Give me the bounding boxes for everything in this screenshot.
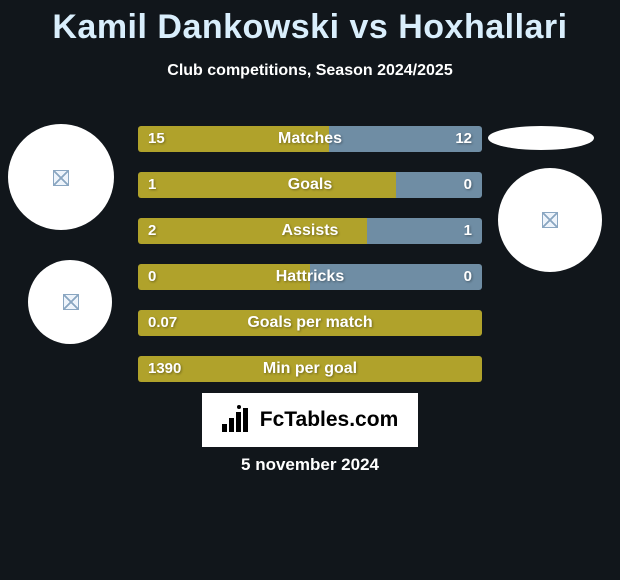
page-title: Kamil Dankowski vs Hoxhallari <box>0 8 620 47</box>
stat-bar-label: Goals per match <box>138 310 482 336</box>
broken-image-icon <box>53 170 69 186</box>
stat-bar: Hattricks0 0 <box>138 264 482 290</box>
stat-bar: Min per goal1390 <box>138 356 482 382</box>
comparison-bars: Matches1512Goals10Assists21Hattricks00Go… <box>138 126 482 402</box>
stat-bar-right-value: 0 <box>464 264 472 290</box>
stat-bar: Assists2 1 <box>138 218 482 244</box>
stat-bar-label: Goals <box>138 172 482 198</box>
stat-bar-left-value: 1 <box>148 172 156 198</box>
stat-bar-right-value: 12 <box>455 126 472 152</box>
stat-bar-label: Assists <box>138 218 482 244</box>
stat-bar-left-value: 0.07 <box>148 310 177 336</box>
broken-image-icon <box>63 294 79 310</box>
stat-bar-right-value: 1 <box>464 218 472 244</box>
page-subtitle: Club competitions, Season 2024/2025 <box>0 62 620 80</box>
avatar-oval <box>488 126 594 150</box>
date-text: 5 november 2024 <box>0 455 620 475</box>
stat-bar-left-value: 2 <box>148 218 156 244</box>
broken-image-icon <box>542 212 558 228</box>
stat-bar: Goals1 0 <box>138 172 482 198</box>
fctables-logo: FcTables.com <box>202 393 418 447</box>
stat-bar-right-value: 0 <box>464 172 472 198</box>
stat-bar: Goals per match0.07 <box>138 310 482 336</box>
logo-text: FcTables.com <box>260 408 399 432</box>
stat-bar-left-value: 0 <box>148 264 156 290</box>
logo-icon <box>222 408 252 432</box>
stat-bar-label: Matches <box>138 126 482 152</box>
stat-bar-label: Min per goal <box>138 356 482 382</box>
stat-bar: Matches15 12 <box>138 126 482 152</box>
stat-bar-left-value: 1390 <box>148 356 181 382</box>
stat-bar-label: Hattricks <box>138 264 482 290</box>
stat-bar-left-value: 15 <box>148 126 165 152</box>
comparison-infographic: Kamil Dankowski vs Hoxhallari Club compe… <box>0 0 620 580</box>
